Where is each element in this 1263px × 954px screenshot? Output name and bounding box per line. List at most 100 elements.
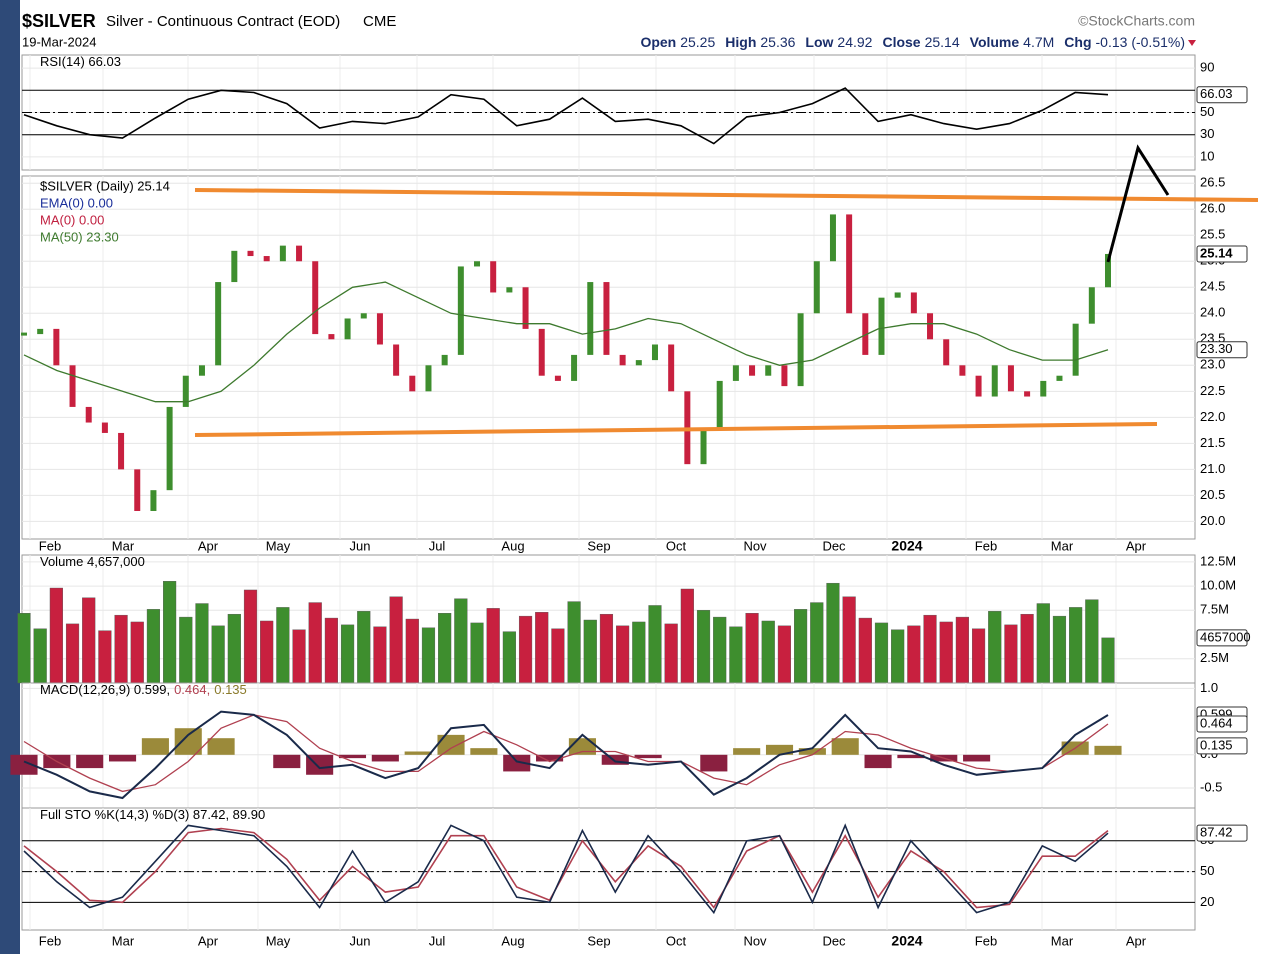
volume-bar xyxy=(794,609,808,684)
x-tick-label: Aug xyxy=(501,538,524,553)
value-tag xyxy=(1196,737,1248,755)
volume-bar xyxy=(632,621,646,684)
y-tick-label: 24.0 xyxy=(1200,305,1225,320)
price-bar xyxy=(101,422,108,433)
price-bar xyxy=(409,375,416,392)
histogram-bar xyxy=(963,754,991,762)
volume-bar xyxy=(971,628,986,684)
volume-bar xyxy=(680,588,694,684)
histogram-bar xyxy=(76,754,104,769)
legend-entry: $SILVER (Daily) 25.14 xyxy=(40,178,170,193)
price-bar xyxy=(862,313,869,355)
volume-bar xyxy=(98,630,112,684)
support-line xyxy=(194,422,1158,437)
histogram-bar xyxy=(503,754,531,772)
value-tag xyxy=(1196,715,1248,733)
y-tick-label: 50 xyxy=(1200,104,1214,119)
y-tick-label: 26.0 xyxy=(1200,201,1225,216)
quote-value: 25.25 xyxy=(680,34,715,50)
quote-value: -0.13 (-0.51%) xyxy=(1096,34,1185,50)
volume-bar xyxy=(49,587,63,684)
value-tag-label: 4657000 xyxy=(1200,629,1251,644)
y-tick-label: 20 xyxy=(1200,894,1214,909)
price-bar xyxy=(668,344,675,392)
value-tag xyxy=(1196,824,1248,842)
price-bar xyxy=(700,427,707,465)
price-bar xyxy=(247,250,254,257)
price-bar xyxy=(813,261,820,314)
volume-bar xyxy=(713,616,727,684)
volume-bar xyxy=(551,628,565,684)
legend-entry: Volume 4,657,000 xyxy=(40,554,145,569)
y-tick-label: 12.5M xyxy=(1200,553,1236,568)
price-bar xyxy=(1056,375,1063,381)
volume-bar xyxy=(939,621,953,684)
legend-entry: RSI(14) 66.03 xyxy=(40,54,121,69)
quote-value: 24.92 xyxy=(837,34,872,50)
histogram-bar xyxy=(10,754,38,775)
volume-bar xyxy=(227,613,241,684)
volume-bar xyxy=(179,616,193,684)
legend-entry: Full STO %K(14,3) %D(3) 87.42, 89.90 xyxy=(40,807,265,822)
volume-bar xyxy=(438,613,452,684)
x-tick-label: Nov xyxy=(743,933,767,948)
price-bar xyxy=(1105,253,1111,288)
histogram-bar xyxy=(536,754,564,762)
change-arrow xyxy=(1188,40,1196,46)
y-tick-label: -0.5 xyxy=(1200,779,1222,794)
volume-bar xyxy=(389,596,403,684)
price-bar xyxy=(1088,287,1095,324)
value-tag-label: 66.03 xyxy=(1200,86,1233,101)
histogram-bar xyxy=(338,754,367,759)
instrument-name: Silver - Continuous Contract (EOD) xyxy=(106,13,340,30)
volume-bar xyxy=(955,616,969,684)
volume-bar xyxy=(292,629,306,684)
price-bar xyxy=(554,375,561,381)
volume-bar xyxy=(826,582,840,684)
volume-bar xyxy=(82,597,96,684)
histogram-bar xyxy=(733,748,761,755)
x-tick-label: Feb xyxy=(39,538,61,553)
price-bar xyxy=(21,332,27,336)
brand: ©StockCharts.com xyxy=(1078,13,1195,29)
histogram-bar xyxy=(207,738,235,755)
price-bar xyxy=(910,292,917,314)
volume-bar xyxy=(696,610,711,684)
price-bar xyxy=(975,375,982,397)
volume-bar xyxy=(486,608,500,684)
price-bar xyxy=(425,365,432,392)
price-bar xyxy=(749,365,756,376)
x-tick-label: Dec xyxy=(822,538,846,553)
price-bar xyxy=(150,490,157,511)
x-tick-label: Apr xyxy=(198,538,219,553)
series-line xyxy=(23,710,1109,800)
x-tick-label: May xyxy=(266,933,291,948)
price-bar xyxy=(878,297,885,355)
volume-bar xyxy=(421,627,436,684)
price-bar xyxy=(927,313,934,340)
volume-bar xyxy=(1101,637,1115,684)
price-bar xyxy=(1024,391,1031,397)
volume-bar xyxy=(357,611,371,684)
volume-bar xyxy=(405,618,419,684)
volume-bar xyxy=(891,629,905,684)
price-bar xyxy=(231,250,238,283)
x-tick-label: Sep xyxy=(587,933,610,948)
histogram-bar xyxy=(437,734,465,755)
price-bar xyxy=(651,344,658,361)
volume-bar xyxy=(745,613,759,684)
histogram-bar xyxy=(470,748,498,755)
x-tick-label: Oct xyxy=(666,538,687,553)
volume-bar xyxy=(874,622,889,684)
volume-bar xyxy=(777,625,791,684)
volume-bar xyxy=(130,621,144,684)
volume-bar xyxy=(454,598,468,684)
y-tick-label: 50 xyxy=(1200,863,1214,878)
x-tick-label: Apr xyxy=(1126,933,1147,948)
volume-bar xyxy=(1085,599,1099,684)
exchange: CME xyxy=(363,13,396,30)
price-bar xyxy=(328,334,335,340)
y-tick-label: 22.5 xyxy=(1200,383,1225,398)
volume-bar xyxy=(567,601,581,684)
